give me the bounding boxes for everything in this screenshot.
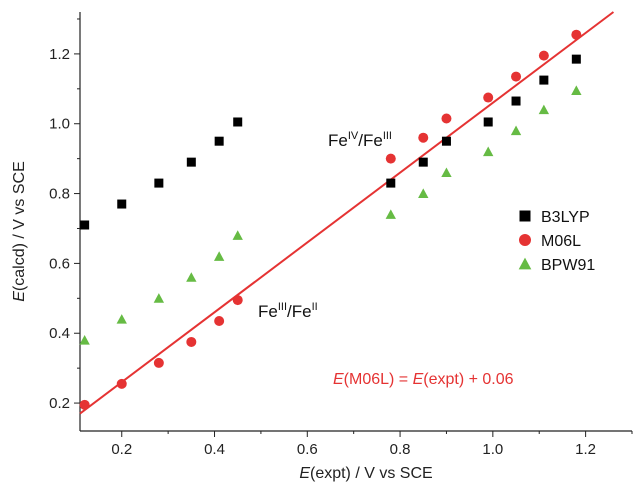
x-tick-label: 0.4: [204, 441, 225, 458]
annotation-label: FeIV/FeIII: [328, 130, 392, 150]
y-tick-label: 0.4: [49, 325, 70, 342]
point-b3lyp: [233, 117, 243, 127]
y-tick-label: 1.2: [49, 46, 70, 63]
point-bpw91: [186, 272, 197, 282]
point-m06l: [186, 336, 197, 347]
point-b3lyp: [154, 178, 164, 188]
point-bpw91: [538, 104, 550, 115]
point-b3lyp: [418, 157, 428, 167]
point-bpw91: [510, 125, 522, 136]
legend-label-m06l: M06L: [541, 233, 581, 250]
point-b3lyp: [483, 117, 493, 127]
point-m06l: [441, 113, 452, 124]
point-bpw91: [116, 314, 127, 324]
point-m06l: [538, 50, 549, 61]
y-axis-label: E(calcd) / V vs SCE: [11, 161, 28, 301]
annotations: FeIV/FeIII FeIII/FeII E(M06L) = E(expt) + …: [258, 130, 514, 388]
point-m06l: [153, 357, 164, 368]
y-tick-label: 0.2: [49, 395, 70, 412]
point-bpw91: [153, 293, 165, 303]
fit-line-group: [79, 11, 615, 415]
legend-marker-m06l: [519, 234, 531, 246]
point-bpw91: [232, 230, 243, 240]
x-tick-label: 0.6: [297, 441, 318, 458]
y-tick-label: 0.6: [49, 255, 70, 272]
point-m06l: [79, 399, 90, 410]
x-tick-label: 1.2: [575, 441, 596, 458]
point-b3lyp: [571, 54, 581, 64]
x-tick-label: 1.0: [482, 441, 503, 458]
fit-equation-label: E(M06L) = E(expt) + 0.06: [333, 371, 514, 388]
point-m06l: [385, 153, 396, 164]
x-tick-label: 0.2: [111, 441, 132, 458]
point-b3lyp: [117, 199, 127, 209]
point-bpw91: [79, 335, 90, 345]
legend-label-b3lyp: B3LYP: [541, 209, 590, 226]
point-bpw91: [418, 188, 429, 198]
ticks: 0.2 0.4 0.6 0.8 1.0 1.2 0.2 0.4 0.6 0.8 1.0 1.2: [49, 18, 633, 458]
annotation-label: FeIII/FeII: [258, 301, 318, 321]
x-tick-label: 0.8: [390, 441, 411, 458]
legend-marker-b3lyp: [519, 210, 531, 222]
legend-marker-bpw91: [518, 257, 532, 270]
point-b3lyp: [511, 96, 521, 106]
point-b3lyp: [539, 75, 549, 85]
point-b3lyp: [441, 136, 451, 146]
point-bpw91: [571, 85, 582, 95]
point-b3lyp: [214, 136, 224, 146]
point-m06l: [511, 71, 522, 82]
point-m06l: [483, 92, 494, 103]
point-m06l: [418, 132, 429, 143]
y-tick-label: 1.0: [49, 116, 70, 133]
data-points: [79, 29, 582, 410]
point-bpw91: [483, 146, 494, 157]
point-m06l: [116, 378, 127, 389]
axis-labels: E(expt) / V vs SCE E(calcd) / V vs SCE: [11, 161, 433, 482]
point-bpw91: [385, 209, 396, 219]
axes: [79, 12, 632, 432]
point-m06l: [214, 316, 225, 327]
legend-label-bpw91: BPW91: [541, 257, 595, 274]
point-b3lyp: [386, 178, 396, 188]
point-bpw91: [441, 167, 452, 178]
x-axis-label: E(expt) / V vs SCE: [299, 465, 432, 482]
point-m06l: [571, 29, 582, 40]
point-b3lyp: [186, 157, 196, 167]
legend: B3LYP M06L BPW91: [518, 209, 595, 274]
point-bpw91: [213, 251, 225, 261]
point-b3lyp: [80, 220, 90, 230]
y-tick-label: 0.8: [49, 186, 70, 203]
point-m06l: [232, 295, 243, 306]
fit-line: [79, 11, 615, 415]
